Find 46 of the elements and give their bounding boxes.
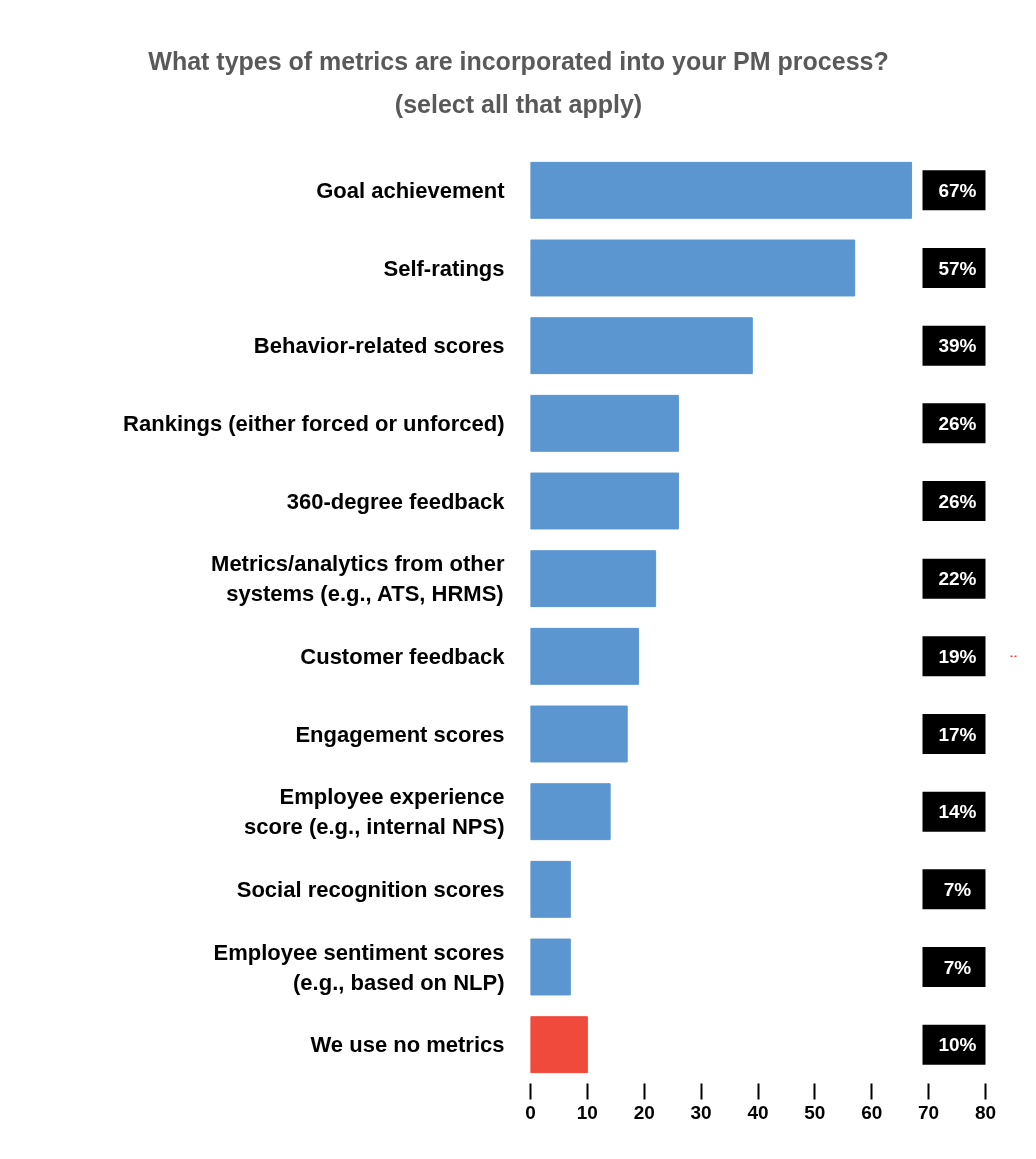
y-tick-label: Employee experience score (e.g., internal NPS) xyxy=(244,784,505,840)
data-label: 19% xyxy=(938,645,977,667)
x-tick-label: 0 xyxy=(525,1101,536,1123)
bar xyxy=(530,472,679,530)
bar xyxy=(530,1016,588,1074)
bar xyxy=(530,938,571,996)
x-tick-label: 50 xyxy=(804,1101,826,1123)
x-tick-label: 80 xyxy=(974,1101,997,1123)
x-tick-label: 60 xyxy=(861,1101,883,1123)
chart-title: What types of metrics are incorporated into your PM process? (select all that apply) xyxy=(148,46,889,119)
bar xyxy=(530,550,657,608)
y-tick-label: Behavior-related scores xyxy=(253,333,505,359)
y-tick-label: Goal achievement xyxy=(316,177,506,203)
data-label: 57% xyxy=(938,257,977,279)
y-tick-label: Customer feedback xyxy=(300,643,506,669)
y-tick-label: Metrics/analytics from other systems (e.g., ATS, HRMS) xyxy=(211,551,505,607)
bar xyxy=(530,860,571,918)
bar xyxy=(530,317,753,375)
x-tick-label: 40 xyxy=(747,1101,769,1123)
x-tick-label: 70 xyxy=(918,1101,940,1123)
data-label: 22% xyxy=(938,568,977,590)
y-tick-label: Employee sentiment scores (e.g., based on NLP) xyxy=(213,939,505,995)
bar xyxy=(530,705,628,763)
bar xyxy=(530,627,640,685)
y-tick-label: 360-degree feedback xyxy=(286,488,506,514)
bar xyxy=(530,783,611,841)
y-tick-label: Rankings (either forced or unforced) xyxy=(123,410,505,436)
y-tick-label: Social recognition scores xyxy=(236,876,505,902)
bar xyxy=(530,394,679,452)
data-label: 39% xyxy=(938,335,977,357)
y-tick-label: Engagement scores xyxy=(295,721,505,747)
data-label: 26% xyxy=(938,490,977,512)
x-tick-label: 10 xyxy=(576,1101,598,1123)
data-label: 67% xyxy=(938,179,977,201)
data-label: 7% xyxy=(943,956,972,978)
data-label: 14% xyxy=(938,801,977,823)
y-tick-label: Self-ratings xyxy=(383,255,505,281)
data-label: 17% xyxy=(938,723,977,745)
data-label: 7% xyxy=(943,878,972,900)
bar xyxy=(530,239,856,297)
y-tick-label: We use no metrics xyxy=(310,1032,505,1058)
data-label: 26% xyxy=(938,412,977,434)
x-tick-label: 20 xyxy=(633,1101,655,1123)
bar xyxy=(530,161,913,219)
x-tick-label: 30 xyxy=(690,1101,712,1123)
data-label: 10% xyxy=(938,1034,977,1056)
